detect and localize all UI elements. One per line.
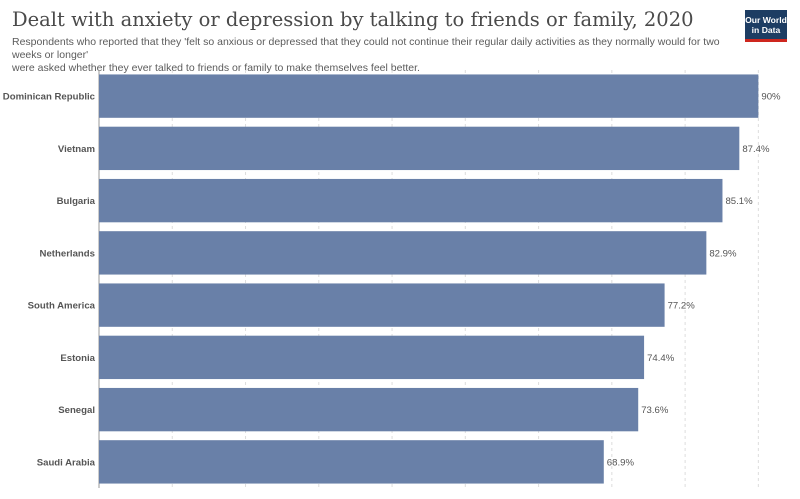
category-label: Senegal: [58, 405, 95, 416]
value-label: 87.4%: [742, 144, 770, 155]
category-label: South America: [28, 301, 96, 312]
bar-estonia[interactable]: [99, 335, 645, 380]
bar-senegal[interactable]: [99, 387, 639, 432]
category-label: Saudi Arabia: [37, 457, 96, 468]
bar-south-america[interactable]: [99, 283, 665, 327]
subtitle-line-1: Respondents who reported that they 'felt…: [12, 36, 720, 61]
subtitle-line-2: were asked whether they ever talked to f…: [12, 62, 420, 74]
category-label: Netherlands: [40, 248, 95, 259]
bar-vietnam[interactable]: [99, 126, 740, 171]
value-label: 90%: [761, 92, 781, 103]
bar-saudi-arabia[interactable]: [99, 440, 604, 484]
logo-line-2: in Data: [751, 25, 781, 35]
category-label: Estonia: [60, 353, 95, 364]
bar-bulgaria[interactable]: [99, 178, 723, 223]
logo-line-1: Our World: [745, 15, 787, 25]
chart-title: Dealt with anxiety or depression by talk…: [12, 8, 694, 31]
value-label: 73.6%: [641, 405, 669, 416]
value-label: 74.4%: [647, 353, 675, 364]
value-label: 85.1%: [725, 196, 753, 207]
bar-dominican-republic[interactable]: [99, 74, 759, 118]
bar-layer: [99, 74, 759, 484]
owid-logo[interactable]: Our World in Data: [745, 10, 787, 42]
value-label: 77.2%: [668, 301, 696, 312]
category-label: Bulgaria: [57, 196, 96, 207]
value-label: 82.9%: [709, 248, 737, 259]
category-label: Dominican Republic: [3, 92, 96, 103]
value-label: 68.9%: [607, 457, 635, 468]
label-layer: Dominican Republic 90% Vietnam 87.4% Bulgari…: [3, 92, 781, 469]
chart-subtitle: Respondents who reported that they 'felt…: [12, 36, 732, 75]
category-label: Vietnam: [58, 144, 95, 155]
bar-netherlands[interactable]: [99, 231, 707, 275]
